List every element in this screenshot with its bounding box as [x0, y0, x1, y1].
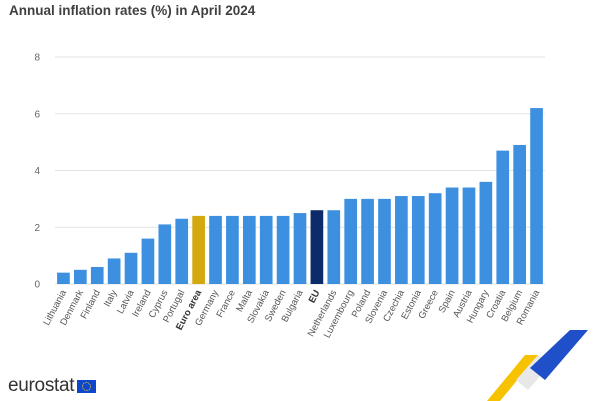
bar-hungary[interactable] [479, 181, 493, 284]
bar-sweden[interactable] [276, 215, 290, 284]
y-tick-label: 4 [34, 166, 40, 177]
bars [57, 108, 543, 284]
eu-flag-icon [77, 379, 97, 393]
bar-finland[interactable] [90, 266, 104, 284]
bar-lithuania[interactable] [57, 272, 70, 284]
bar-spain[interactable] [445, 187, 459, 284]
bar-poland[interactable] [361, 198, 374, 284]
chart-title: Annual inflation rates (%) in April 2024 [9, 3, 256, 18]
bar-italy[interactable] [107, 258, 121, 284]
y-tick-label: 2 [34, 223, 40, 234]
bar-germany[interactable] [209, 215, 222, 284]
bar-latvia[interactable] [124, 252, 138, 284]
bar-bulgaria[interactable] [293, 213, 307, 284]
bar-croatia[interactable] [496, 150, 510, 284]
y-axis-ticks: 0 2 4 6 8 [34, 53, 40, 291]
bar-greece[interactable] [428, 193, 442, 284]
x-axis-labels: LithuaniaDenmarkFinlandItalyLatviaIrelan… [41, 288, 542, 340]
bar-denmark[interactable] [74, 269, 87, 284]
eurostat-logo: eurostat [8, 375, 97, 397]
eurostat-wordmark: eurostat [8, 375, 75, 396]
bar-cyprus[interactable] [158, 224, 172, 284]
x-label-eu: EU [307, 288, 323, 305]
bar-malta[interactable] [242, 215, 256, 284]
bar-luxembourg[interactable] [344, 198, 358, 284]
bar-czechia[interactable] [395, 196, 408, 284]
y-tick-label: 6 [34, 109, 40, 120]
bar-estonia[interactable] [411, 196, 425, 284]
bar-ireland[interactable] [141, 238, 155, 284]
bar-austria[interactable] [462, 187, 476, 284]
bar-netherlands[interactable] [327, 210, 341, 284]
bar-portugal[interactable] [175, 218, 189, 284]
bar-eu[interactable] [310, 210, 324, 284]
bar-belgium[interactable] [513, 144, 526, 284]
bar-romania[interactable] [530, 108, 543, 284]
y-tick-label: 8 [34, 53, 40, 64]
bar-slovakia[interactable] [259, 215, 273, 284]
bar-slovenia[interactable] [378, 198, 391, 284]
corner-stripes-decoration [487, 330, 588, 401]
bar-france[interactable] [226, 215, 239, 284]
bar-euro-area[interactable] [192, 215, 205, 284]
y-tick-label: 0 [34, 280, 40, 291]
